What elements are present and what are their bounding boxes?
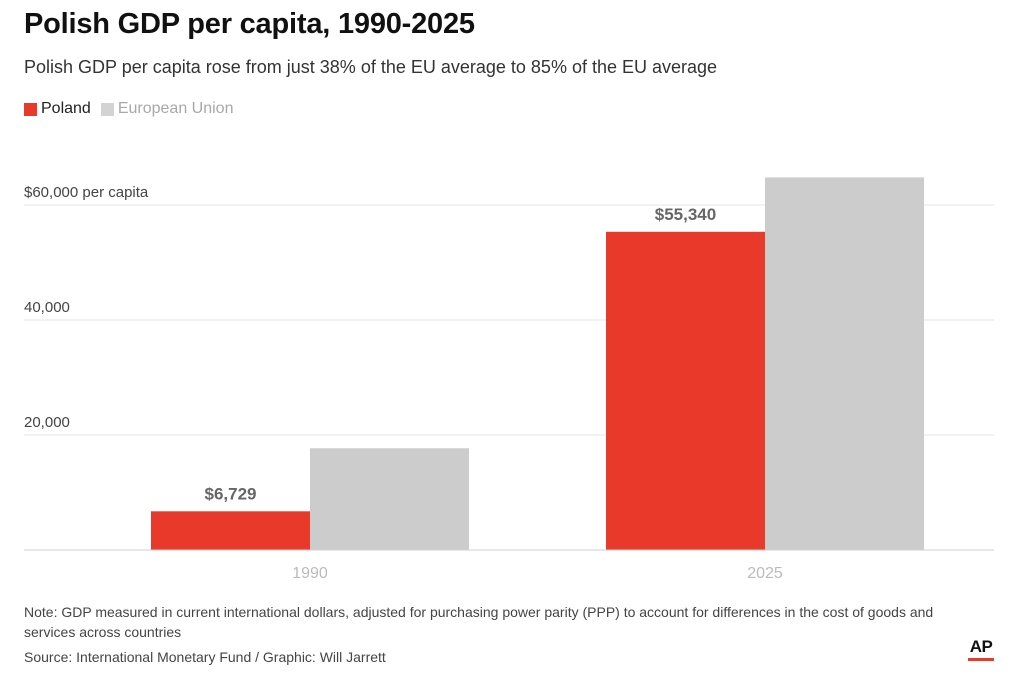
y-tick-label-0: 20,000 [24, 414, 70, 431]
bar-poland-2025 [606, 231, 765, 551]
bar-poland-1990 [151, 511, 310, 550]
legend-item-poland: Poland [24, 100, 91, 118]
y-tick-label-2: $60,000 per capita [24, 184, 149, 201]
bar-european-union-1990 [310, 448, 469, 550]
legend-swatch-poland [24, 102, 37, 116]
bar-european-union-2025 [765, 177, 924, 550]
y-tick-label-1: 40,000 [24, 299, 70, 316]
chart-note: Note: GDP measured in current internatio… [24, 604, 934, 640]
legend-label-poland: Poland [41, 100, 91, 117]
data-label-poland-1990: $6,729 [205, 484, 257, 503]
legend: Poland European Union [24, 100, 243, 118]
legend-swatch-eu [100, 102, 114, 116]
data-label-poland-2025: $55,340 [655, 205, 716, 224]
chart-source: Source: International Monetary Fund / Gr… [24, 649, 386, 665]
x-category-label-1990: 1990 [292, 565, 328, 582]
x-category-label-2025: 2025 [747, 565, 783, 582]
chart-subtitle: Polish GDP per capita rose from just 38%… [24, 57, 718, 77]
legend-label-eu: European Union [117, 100, 234, 117]
legend-item-eu: European Union [100, 100, 234, 118]
chart-title: Polish GDP per capita, 1990-2025 [24, 8, 475, 40]
ap-logo-text: AP [969, 637, 993, 656]
ap-logo: AP [968, 637, 994, 661]
bar-chart: 20,000 40,000 $60,000 per capita $6,729 1990… [24, 177, 994, 582]
ap-logo-bar [968, 658, 994, 661]
